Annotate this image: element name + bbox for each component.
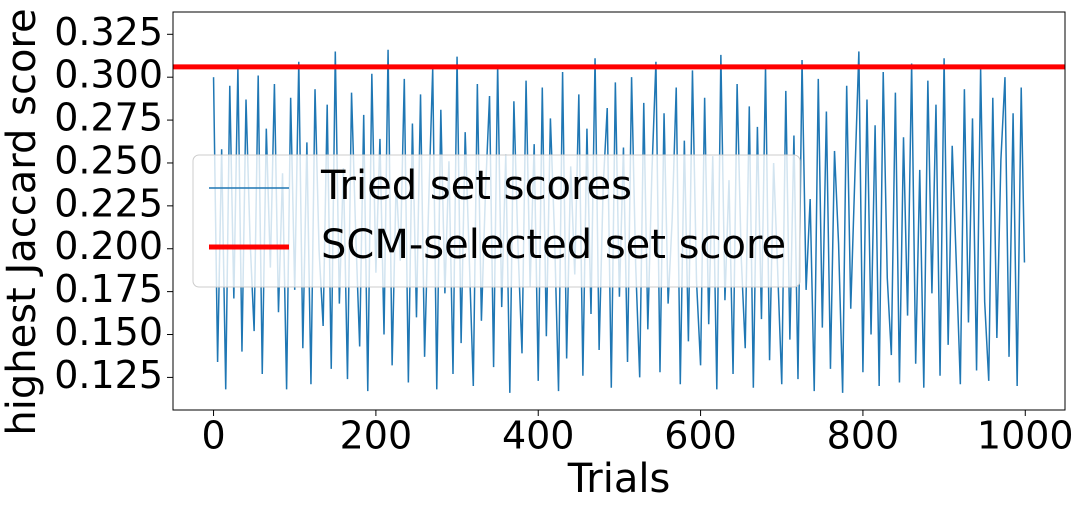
y-tick-label: 0.150 [54,310,163,354]
legend-box [192,154,801,288]
legend-label: Tried set scores [320,163,632,209]
x-tick-label: 800 [827,414,900,458]
y-tick-label: 0.300 [54,53,163,97]
y-tick-label: 0.325 [54,10,163,54]
x-tick-label: 1000 [977,414,1074,458]
x-tick-label: 600 [664,414,737,458]
y-tick-label: 0.275 [54,96,163,140]
y-axis-label: highest Jaccard score [0,8,45,435]
y-tick-label: 0.250 [54,138,163,182]
x-tick-label: 0 [201,414,225,458]
y-tick-label: 0.125 [54,353,163,397]
y-tick-label: 0.225 [54,181,163,225]
x-axis-label: Trials [567,456,671,502]
x-tick-label: 200 [340,414,413,458]
y-tick-label: 0.200 [54,224,163,268]
x-tick-label: 400 [502,414,575,458]
legend-label: SCM-selected set score [321,222,786,268]
y-tick-label: 0.175 [54,267,163,311]
plot-frame [172,11,1066,411]
